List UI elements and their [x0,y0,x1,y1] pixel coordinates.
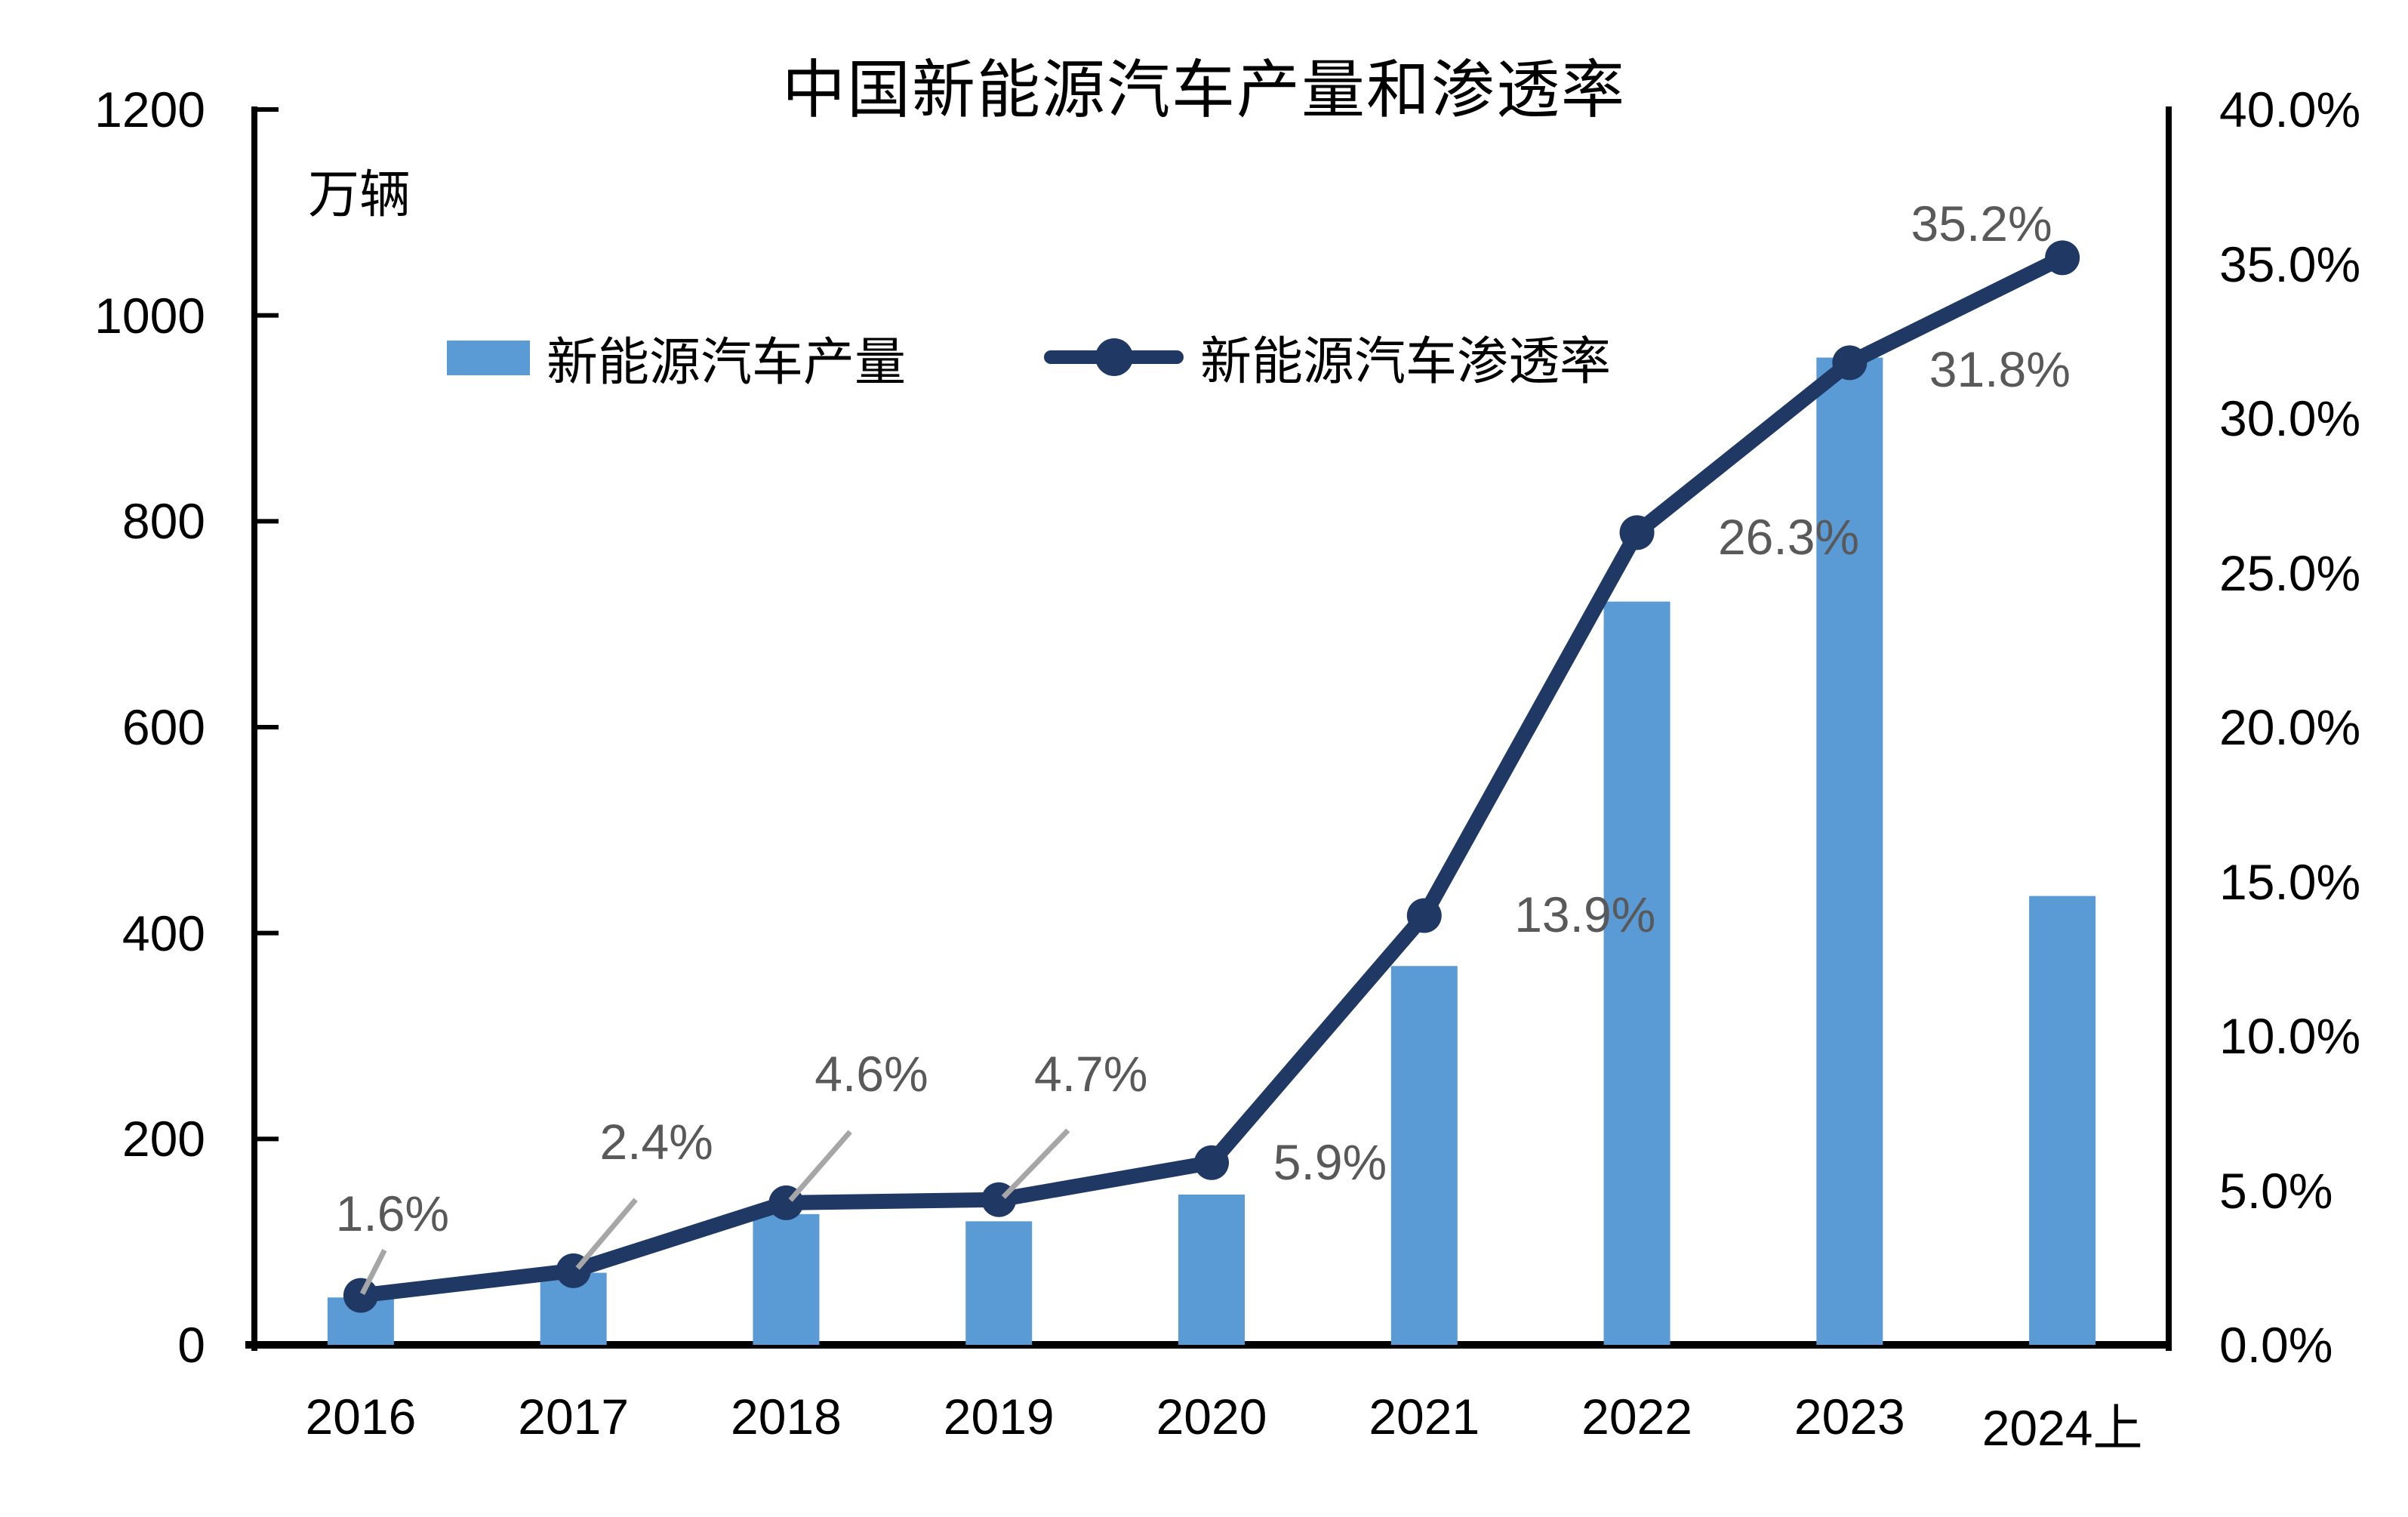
y-axis-right-tick-label: 25.0% [2219,544,2361,601]
y-axis-left-tick [257,1136,279,1142]
y-axis-left-tick-label: 200 [122,1111,205,1167]
bar-swatch-icon [447,340,530,375]
x-axis-category-label: 2019 [943,1389,1055,1445]
bar-2020 [1178,1194,1245,1345]
legend-item-production: 新能源汽车产量 [447,320,906,395]
x-axis-category-label: 2022 [1581,1389,1692,1445]
left-axis-unit-label: 万辆 [308,166,411,224]
x-axis-category-label: 2017 [518,1389,630,1445]
bar-2021 [1390,966,1458,1345]
y-axis-right-tick-label: 0.0% [2219,1317,2333,1373]
legend-item-penetration: 新能源汽车渗透率 [1044,319,1611,394]
line-marker-2021 [1406,898,1442,933]
line-marker-2023 [1832,345,1868,381]
x-axis-category-label: 2016 [305,1389,417,1445]
bar-2019 [965,1221,1033,1345]
y-axis-right-tick-label: 40.0% [2219,82,2361,137]
y-axis-left-line [251,106,257,1351]
y-axis-right-line [2166,106,2172,1351]
y-axis-left-tick [257,725,279,729]
line-marker-2020 [1194,1145,1229,1180]
x-axis-category-label: 2021 [1369,1389,1480,1445]
y-axis-left-tick-label: 1000 [94,287,205,344]
bar-2022 [1603,601,1671,1345]
x-axis-category-label: 2023 [1794,1389,1905,1445]
x-axis-category-label: 2020 [1156,1389,1267,1445]
y-axis-right-tick-label: 5.0% [2219,1162,2333,1219]
y-axis-left-tick [257,930,279,936]
bar-2023 [1816,357,1883,1345]
penetration-data-label: 4.6% [814,1045,928,1102]
y-axis-left-tick-label: 1200 [94,82,205,137]
line-marker-swatch-icon [1044,338,1184,376]
y-axis-right-tick-label: 10.0% [2219,1008,2361,1064]
marker-swatch [1095,338,1133,376]
penetration-data-label: 26.3% [1717,509,1860,566]
bar-2018 [753,1213,820,1345]
penetration-data-label: 5.9% [1273,1133,1387,1190]
y-axis-left-tick-label: 0 [177,1317,205,1373]
data-label-leader-line [1001,1128,1070,1199]
line-marker-2016 [343,1278,378,1313]
penetration-data-label: 4.7% [1034,1045,1148,1102]
y-axis-left-tick-label: 600 [122,699,205,755]
y-axis-left-tick-label: 400 [122,905,205,961]
line-marker-2024上 [2045,240,2080,276]
x-axis-category-label: 2018 [731,1389,842,1445]
y-axis-right-tick-label: 15.0% [2219,853,2361,910]
penetration-data-label: 31.8% [1929,341,2071,398]
penetration-data-label: 13.9% [1514,886,1656,943]
chart-title: 中国新能源汽车产量和渗透率 [781,56,1626,126]
y-axis-left-tick-label: 800 [122,493,205,550]
penetration-data-label: 35.2% [1911,196,2052,252]
legend-label-penetration: 新能源汽车渗透率 [1200,333,1612,390]
data-label-leader-line [575,1198,638,1270]
bar-2024上 [2029,896,2096,1345]
y-axis-right-tick-label: 35.0% [2219,236,2361,292]
y-axis-left-tick [257,107,279,112]
data-label-leader-line [359,1249,387,1295]
penetration-data-label: 1.6% [335,1185,450,1241]
y-axis-right-tick-label: 20.0% [2219,699,2361,755]
y-axis-left-tick [257,519,279,524]
x-axis-category-label: 2024上 [1982,1400,2143,1457]
y-axis-left-tick [257,313,279,318]
penetration-data-label: 2.4% [599,1113,713,1170]
y-axis-right-tick-label: 30.0% [2219,390,2361,446]
legend-label-production: 新能源汽车产量 [547,334,907,391]
data-label-leader-line [788,1130,852,1202]
line-marker-2022 [1619,515,1655,550]
